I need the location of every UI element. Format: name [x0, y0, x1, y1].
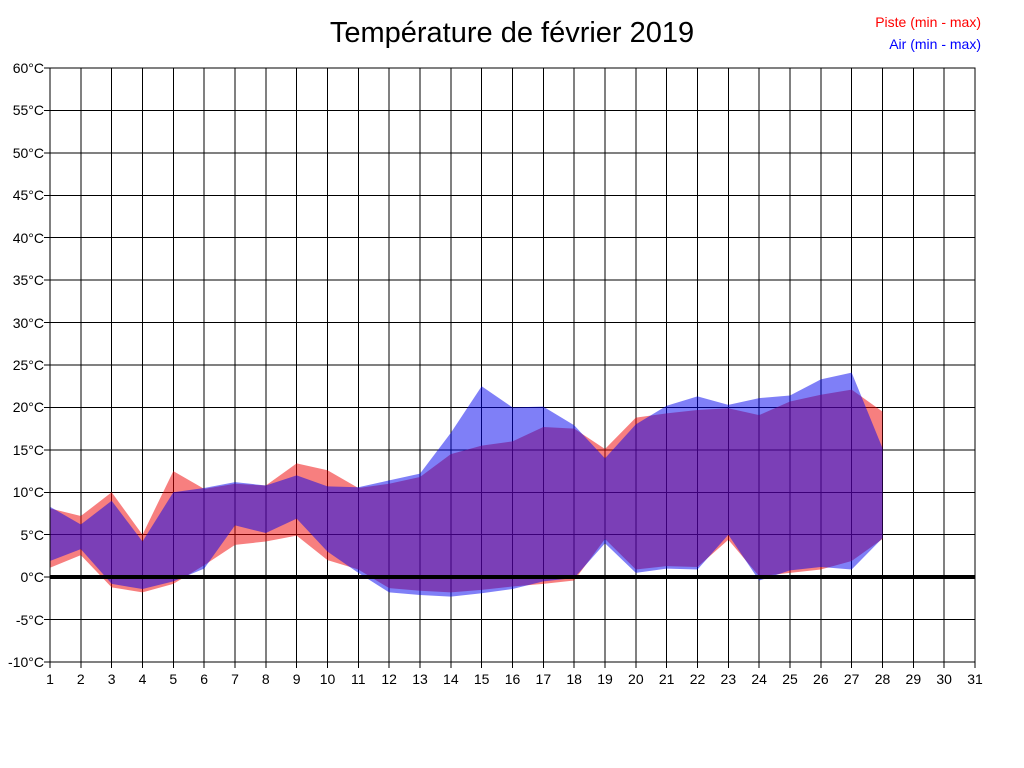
y-tick-label: -10°C: [8, 654, 44, 670]
y-tick-label: 20°C: [12, 399, 44, 416]
y-tick-label: -5°C: [15, 611, 44, 628]
x-tick-label: 14: [443, 671, 459, 687]
y-tick-label: 55°C: [12, 102, 44, 119]
y-tick-label: 50°C: [12, 144, 44, 161]
x-tick-label: 11: [351, 671, 366, 687]
x-tick-label: 31: [967, 671, 983, 687]
legend-item-air: Air (min - max): [889, 36, 981, 52]
air-band: [50, 372, 883, 597]
x-tick-label: 9: [292, 671, 301, 687]
x-tick-label: 1: [46, 671, 54, 687]
x-tick-label: 2: [76, 671, 85, 687]
x-tick-label: 19: [597, 671, 613, 687]
chart-title: Température de février 2019: [329, 17, 695, 49]
x-tick-label: 5: [169, 671, 178, 687]
y-tick-label: 0°C: [20, 569, 45, 586]
x-tick-label: 20: [628, 671, 644, 687]
x-tick-label: 7: [231, 671, 239, 687]
x-tick-label: 15: [473, 671, 490, 687]
x-tick-label: 21: [658, 671, 675, 687]
x-tick-label: 23: [720, 671, 737, 687]
legend-item-piste: Piste (min - max): [875, 14, 981, 30]
x-tick-label: 28: [874, 671, 891, 687]
x-tick-label: 10: [319, 671, 336, 687]
x-tick-label: 18: [566, 671, 582, 687]
x-tick-label: 16: [504, 671, 521, 687]
x-tick-label: 12: [381, 671, 397, 687]
y-tick-label: 5°C: [20, 526, 45, 543]
x-tick-label: 22: [689, 671, 706, 687]
x-tick-label: 29: [905, 671, 922, 687]
x-tick-label: 8: [261, 671, 270, 687]
x-tick-label: 13: [412, 671, 428, 687]
y-tick-label: 10°C: [12, 484, 44, 501]
x-tick-label: 6: [200, 671, 209, 687]
x-tick-label: 27: [843, 671, 860, 687]
y-tick-label: 35°C: [12, 272, 44, 289]
plot-border: [49, 67, 976, 663]
x-tick-label: 3: [107, 671, 116, 687]
y-tick-label: 25°C: [12, 357, 44, 373]
x-tick-label: 25: [782, 671, 798, 687]
x-tick-label: 30: [936, 671, 952, 687]
y-tick-label: 60°C: [12, 60, 44, 76]
y-tick-label: 40°C: [12, 229, 44, 246]
y-tick-label: 30°C: [12, 314, 44, 331]
legend: Piste (min - max) Air (min - max): [875, 11, 981, 55]
y-tick-label: 15°C: [12, 441, 44, 458]
x-tick-label: 26: [813, 671, 829, 687]
x-tick-label: 4: [138, 671, 147, 687]
x-tick-label: 24: [751, 671, 767, 687]
y-tick-label: 45°C: [12, 187, 44, 204]
x-tick-label: 17: [535, 671, 552, 687]
